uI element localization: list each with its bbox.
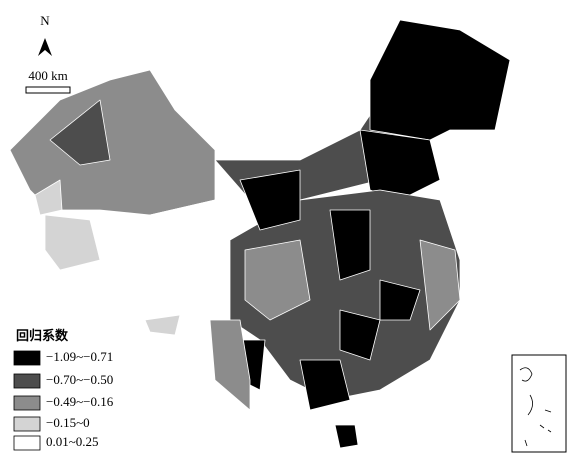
scale-bar-shape (25, 86, 71, 94)
region (369, 19, 511, 141)
scale-label: 400 km (28, 68, 67, 83)
region (49, 99, 111, 166)
region (144, 314, 181, 336)
legend-title: 回归系数 (16, 328, 69, 343)
legend-label: −0.49~−0.16 (46, 394, 114, 409)
regions (9, 19, 511, 449)
legend-swatch (13, 350, 41, 366)
region (334, 424, 359, 449)
north-label: N (40, 13, 50, 28)
region (419, 239, 461, 331)
legend: 回归系数 −1.09~−0.71 −0.70~−0.50 −0.49~−0.16 −0… (13, 328, 114, 451)
north-arrow-shape (38, 38, 52, 56)
legend-swatch (13, 416, 41, 432)
region (44, 214, 101, 271)
scale-bar: 400 km (25, 68, 71, 94)
region (339, 309, 381, 361)
legend-label: −1.09~−0.71 (46, 349, 113, 364)
legend-swatch (13, 435, 41, 451)
north-arrow: N (38, 13, 52, 56)
legend-label: −0.70~−0.50 (46, 372, 113, 387)
region (244, 239, 311, 321)
legend-label: 0.01~0.25 (46, 434, 99, 449)
legend-label: −0.15~0 (46, 415, 90, 430)
region (299, 359, 351, 411)
region (239, 169, 301, 231)
legend-swatch (13, 395, 41, 411)
region (34, 179, 63, 216)
inset-shapes (519, 367, 552, 447)
region (379, 279, 421, 321)
region (359, 129, 441, 201)
legend-swatch (13, 373, 41, 389)
inset-map (511, 354, 567, 453)
region (329, 209, 371, 281)
inset-frame (511, 354, 567, 453)
region (209, 319, 251, 411)
